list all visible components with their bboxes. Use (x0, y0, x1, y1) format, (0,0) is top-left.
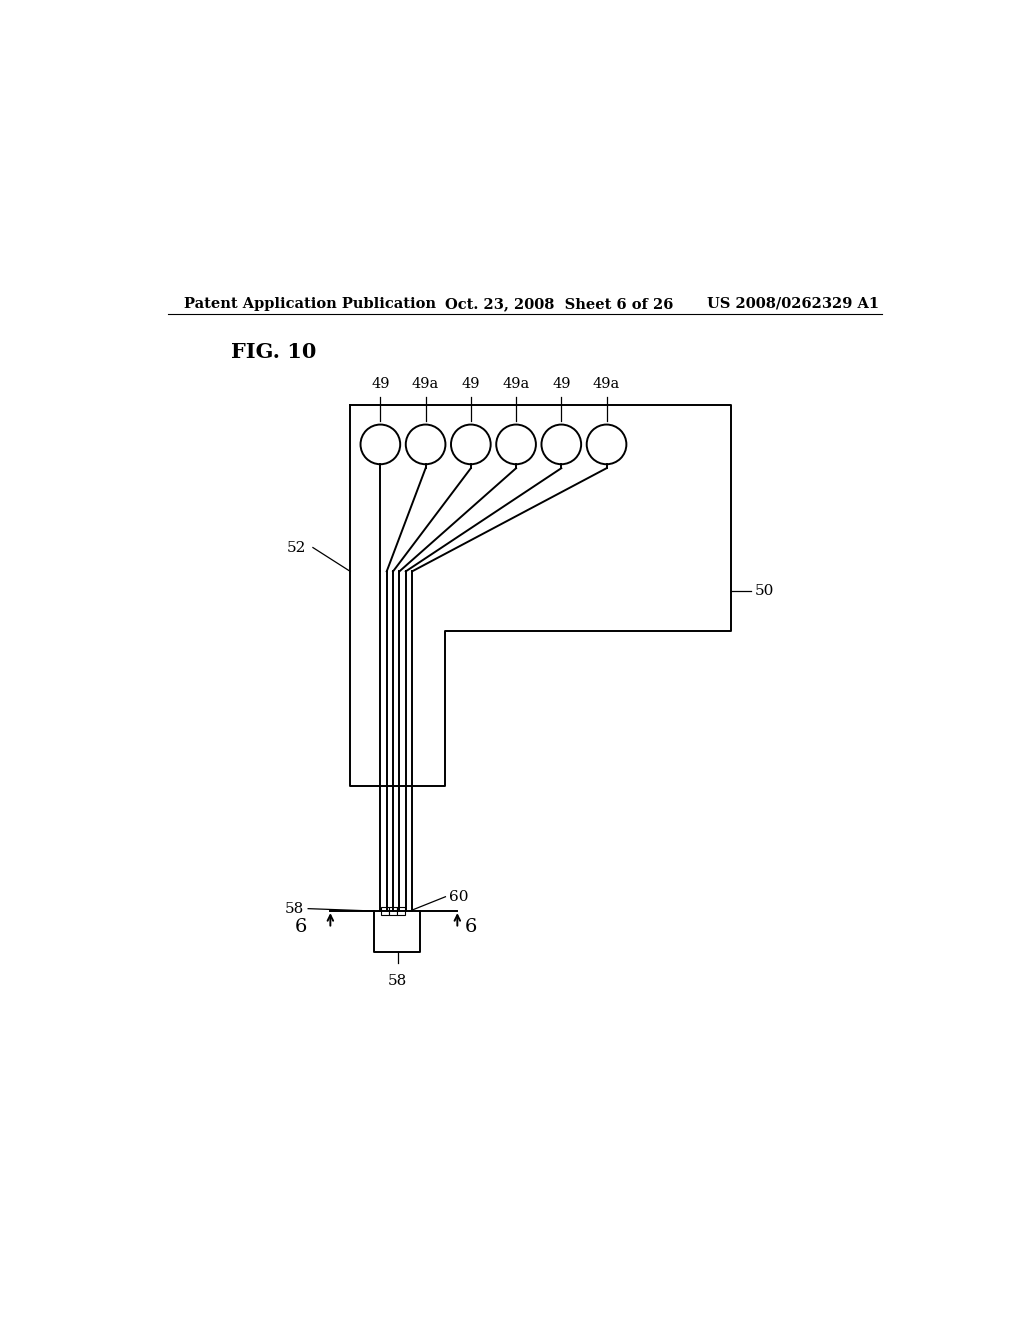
Text: Oct. 23, 2008  Sheet 6 of 26: Oct. 23, 2008 Sheet 6 of 26 (445, 297, 674, 312)
Text: 52: 52 (287, 541, 306, 554)
Text: 6: 6 (295, 917, 307, 936)
Bar (389, 907, 397, 915)
Text: FIG. 10: FIG. 10 (231, 342, 316, 362)
Text: Patent Application Publication: Patent Application Publication (183, 297, 435, 312)
Circle shape (360, 425, 400, 465)
Text: 58: 58 (388, 974, 408, 987)
Text: 49: 49 (552, 378, 570, 391)
Bar (381, 907, 389, 915)
Circle shape (587, 425, 627, 465)
Text: 6: 6 (465, 917, 477, 936)
Text: 60: 60 (450, 890, 469, 904)
Text: 49a: 49a (412, 378, 439, 391)
Text: 49: 49 (371, 378, 389, 391)
Text: 49a: 49a (593, 378, 621, 391)
Text: 49a: 49a (503, 378, 529, 391)
Text: 49: 49 (462, 378, 480, 391)
Circle shape (406, 425, 445, 465)
Text: 58: 58 (285, 902, 304, 916)
Bar (397, 907, 404, 915)
Text: 50: 50 (755, 585, 774, 598)
Circle shape (542, 425, 582, 465)
Text: US 2008/0262329 A1: US 2008/0262329 A1 (708, 297, 880, 312)
Circle shape (497, 425, 536, 465)
Circle shape (451, 425, 490, 465)
